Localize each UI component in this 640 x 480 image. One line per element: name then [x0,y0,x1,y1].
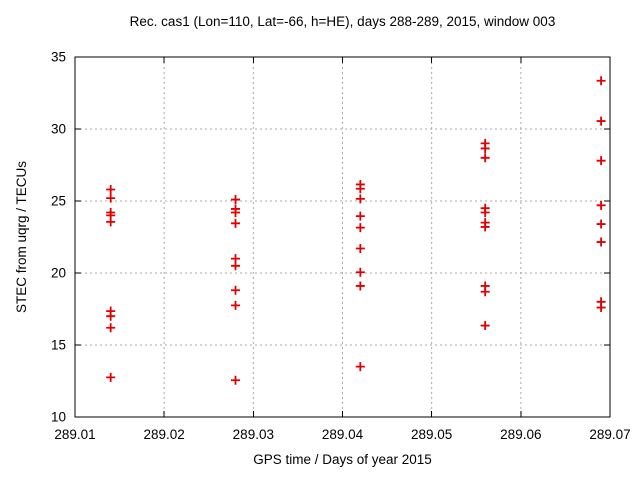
y-tick-label: 30 [51,122,66,137]
data-point-marker [355,184,365,194]
data-point-marker [106,217,116,227]
data-point-marker [480,222,490,232]
data-point-marker [106,372,116,382]
data-point-marker [355,267,365,277]
x-tick-label: 289.07 [589,427,630,442]
x-tick-label: 289.06 [500,427,541,442]
chart-title: Rec. cas1 (Lon=110, Lat=-66, h=HE), days… [129,14,556,29]
x-tick-label: 289.01 [54,427,95,442]
data-point-marker [480,321,490,331]
data-point-marker [596,200,606,210]
x-tick-label: 289.02 [144,427,185,442]
data-point-marker [106,184,116,194]
data-point-marker [231,208,240,218]
data-point-marker [231,218,240,228]
data-point-marker [596,156,606,166]
data-point-marker [355,211,365,221]
data-point-marker [480,287,490,297]
data-point-marker [596,237,606,247]
data-point-marker [355,362,365,372]
y-tick-label: 25 [51,194,66,209]
y-tick-label: 15 [51,338,66,353]
data-point-marker [231,261,240,271]
x-tick-label: 289.04 [322,427,364,442]
data-point-marker [596,303,606,313]
x-axis-label: GPS time / Days of year 2015 [253,452,432,467]
x-tick-label: 289.05 [411,427,452,442]
data-point-marker [480,208,490,218]
data-point-marker [355,244,365,254]
data-point-marker [231,285,240,295]
data-point-marker [106,323,116,333]
data-point-marker [596,76,606,86]
data-point-marker [596,116,606,126]
data-point-marker [480,143,490,153]
data-point-marker [106,311,116,321]
data-point-marker [355,194,365,204]
data-point-marker [231,300,240,310]
data-point-marker [355,223,365,233]
x-tick-label: 289.03 [233,427,274,442]
data-point-marker [106,193,116,203]
data-point-marker [231,195,240,205]
data-point-marker [480,153,490,163]
data-point-marker [355,281,365,291]
y-tick-label: 10 [51,410,66,425]
data-point-marker [596,219,606,229]
data-point-marker [231,375,240,385]
y-tick-label: 20 [51,266,66,281]
y-tick-label: 35 [51,50,66,65]
plot-border [74,56,611,418]
